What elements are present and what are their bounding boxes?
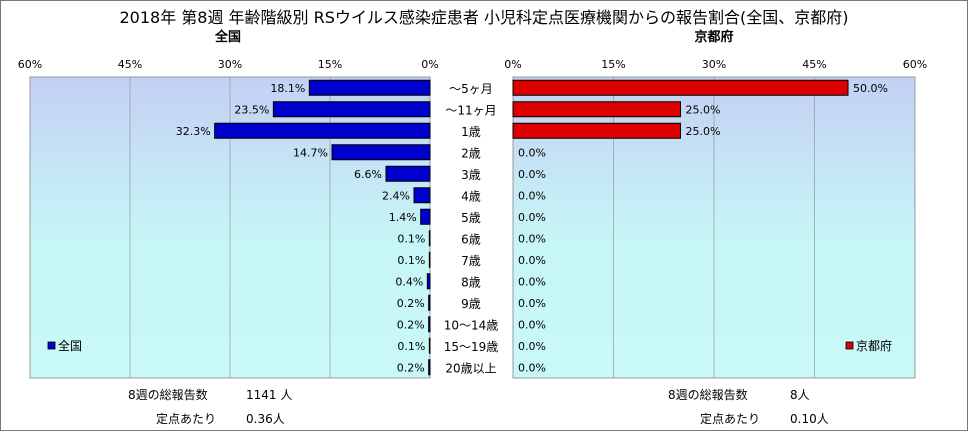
national-bar [428, 359, 431, 376]
national-data-label: 2.4% [382, 189, 410, 202]
national-data-label: 0.1% [397, 232, 425, 245]
national-legend-label: 全国 [58, 338, 82, 353]
kyoto-data-label: 0.0% [518, 361, 546, 374]
kyoto-data-label: 0.0% [518, 168, 546, 181]
national-tick-label: 15% [318, 58, 342, 71]
category-label: 4歳 [461, 189, 481, 203]
kyoto-bar [512, 101, 681, 118]
national-bar [385, 165, 431, 182]
category-label: 20歳以上 [445, 361, 496, 375]
kyoto-panel-title: 京都府 [694, 30, 734, 45]
national-bar [428, 251, 431, 268]
national-data-label: 18.1% [270, 82, 305, 95]
kyoto-data-label: 0.0% [518, 232, 546, 245]
national-bar [308, 79, 431, 96]
national-data-label: 0.2% [397, 361, 425, 374]
national-data-label: 0.1% [397, 254, 425, 267]
category-label: 1歳 [461, 125, 481, 139]
national-data-label: 0.2% [397, 318, 425, 331]
national-data-label: 1.4% [389, 211, 417, 224]
category-label: 8歳 [461, 275, 481, 289]
kyoto-data-label: 0.0% [518, 254, 546, 267]
kyoto-data-label: 50.0% [853, 82, 888, 95]
national-bar [420, 208, 431, 225]
national-data-label: 0.4% [395, 275, 423, 288]
kyoto-total-value: 8人 [790, 388, 810, 402]
kyoto-data-label: 0.0% [518, 189, 546, 202]
category-label: 6歳 [461, 232, 481, 246]
national-bar [331, 144, 431, 161]
kyoto-data-label: 0.0% [518, 146, 546, 159]
national-panel-title: 全国 [214, 30, 241, 45]
kyoto-tick-label: 30% [702, 58, 726, 71]
kyoto-data-label: 0.0% [518, 318, 546, 331]
category-label: 15～19歳 [444, 340, 499, 354]
category-label: 5歳 [461, 211, 481, 225]
national-total-label: 8週の総報告数 [128, 388, 208, 402]
kyoto-data-label: 0.0% [518, 297, 546, 310]
national-data-label: 0.1% [397, 340, 425, 353]
category-label: ～5ヶ月 [449, 82, 493, 96]
national-data-label: 23.5% [234, 103, 269, 116]
category-label: 7歳 [461, 254, 481, 268]
national-bar [413, 187, 431, 204]
national-tick-label: 30% [218, 58, 242, 71]
kyoto-total-label: 8週の総報告数 [668, 388, 748, 402]
national-per-label: 定点あたり [156, 412, 217, 426]
national-bar [272, 101, 431, 118]
chart-title: 2018年 第8週 年齢階級別 RSウイルス感染症患者 小児科定点医療機関からの… [119, 8, 849, 27]
category-label: 2歳 [461, 146, 481, 160]
kyoto-per-label: 定点あたり [700, 412, 761, 426]
kyoto-bar [512, 79, 849, 96]
national-bar [214, 122, 431, 139]
kyoto-per-value: 0.10人 [790, 412, 829, 426]
kyoto-tick-label: 15% [601, 58, 625, 71]
national-per-value: 0.36人 [246, 412, 285, 426]
category-label: 9歳 [461, 297, 481, 311]
national-bar [426, 273, 431, 290]
kyoto-tick-label: 0% [504, 58, 521, 71]
kyoto-legend-swatch [845, 341, 854, 350]
category-label: 3歳 [461, 168, 481, 182]
kyoto-data-label: 0.0% [518, 211, 546, 224]
national-legend-swatch [47, 341, 56, 350]
kyoto-bar [512, 122, 681, 139]
kyoto-data-label: 0.0% [518, 275, 546, 288]
national-bar [428, 230, 431, 247]
kyoto-data-label: 25.0% [686, 125, 721, 138]
national-tick-label: 45% [118, 58, 142, 71]
national-data-label: 6.6% [354, 168, 382, 181]
kyoto-legend-label: 京都府 [856, 338, 892, 353]
kyoto-tick-label: 45% [802, 58, 826, 71]
national-tick-label: 0% [421, 58, 438, 71]
kyoto-tick-label: 60% [903, 58, 927, 71]
national-data-label: 32.3% [176, 125, 211, 138]
national-bar [428, 316, 431, 333]
national-total-value: 1141 人 [246, 388, 293, 402]
kyoto-data-label: 25.0% [686, 103, 721, 116]
national-bar [428, 294, 431, 311]
national-bar [428, 337, 431, 354]
national-data-label: 0.2% [397, 297, 425, 310]
national-data-label: 14.7% [293, 146, 328, 159]
category-label: ～11ヶ月 [445, 103, 496, 117]
category-label: 10～14歳 [444, 318, 499, 332]
kyoto-data-label: 0.0% [518, 340, 546, 353]
national-tick-label: 60% [18, 58, 42, 71]
